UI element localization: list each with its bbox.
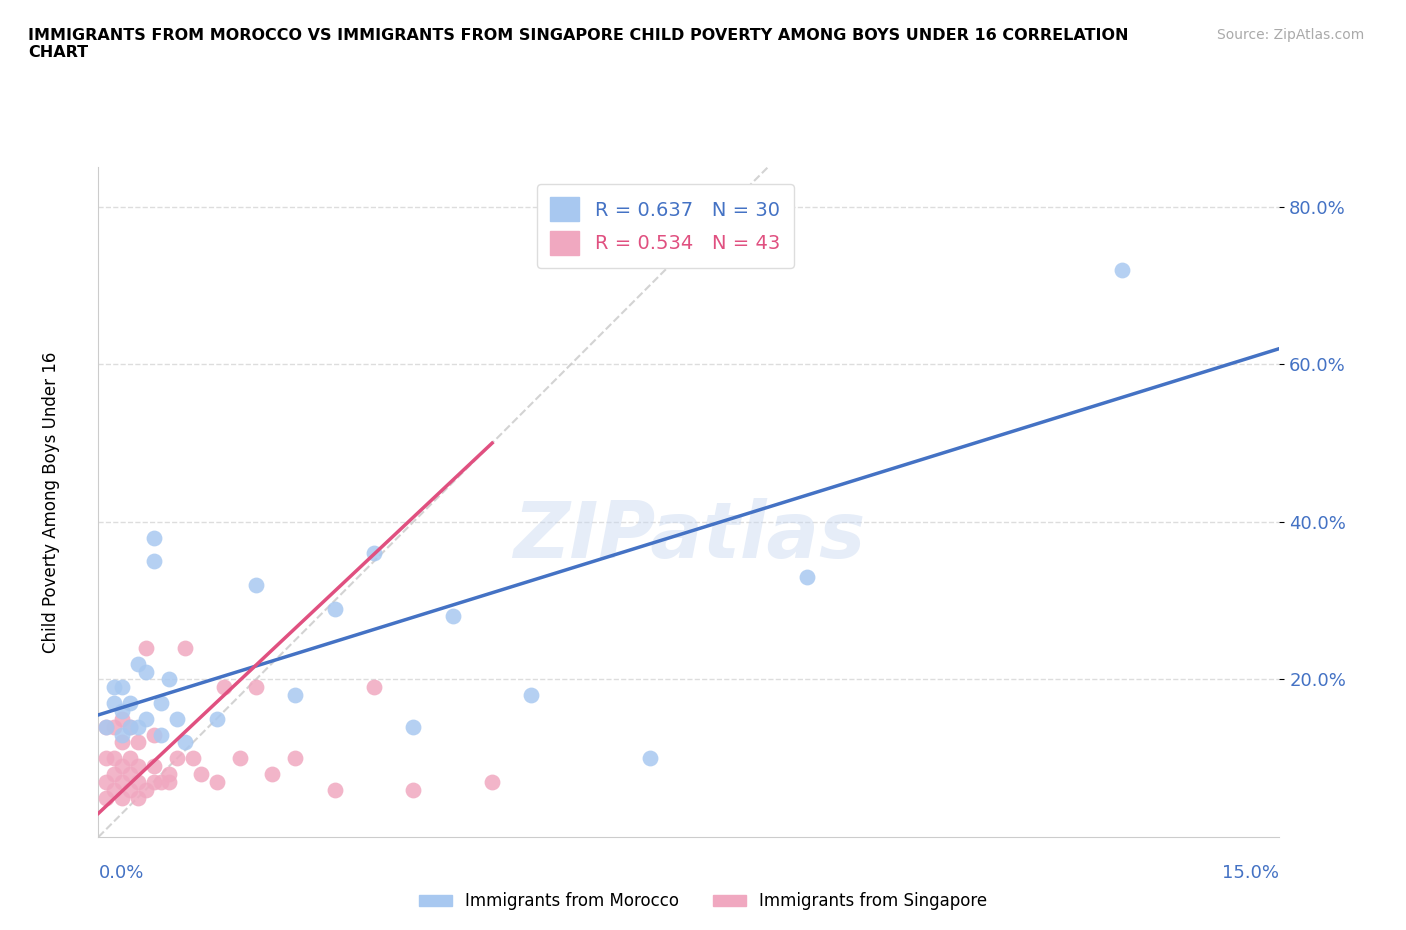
Point (118, 766, 141, 781)
Point (157, 775, 180, 790)
Point (96, 790, 118, 805)
Point (127, 719, 149, 734)
Point (118, 782, 141, 797)
Point (166, 751, 188, 765)
Point (166, 711, 188, 726)
Point (481, 775, 503, 790)
Point (229, 751, 252, 765)
Point (214, 680, 236, 695)
Point (260, 766, 283, 781)
Point (363, 546, 385, 561)
Point (127, 735, 149, 750)
Point (111, 711, 134, 726)
Point (181, 751, 204, 765)
Point (118, 719, 141, 734)
Point (245, 680, 267, 695)
Point (284, 688, 307, 703)
Point (127, 657, 149, 671)
Text: Child Poverty Among Boys Under 16: Child Poverty Among Boys Under 16 (42, 352, 60, 653)
Point (103, 766, 125, 781)
Point (96, 775, 118, 790)
Point (96, 719, 118, 734)
Text: ZIPatlas: ZIPatlas (513, 498, 865, 574)
Point (111, 735, 134, 750)
Point (111, 790, 134, 805)
Point (127, 759, 149, 774)
Point (363, 680, 385, 695)
Point (142, 554, 165, 569)
Point (190, 766, 212, 781)
Point (135, 664, 157, 679)
Point (103, 751, 125, 765)
Point (118, 751, 141, 765)
Text: 15.0%: 15.0% (1222, 864, 1279, 882)
Point (135, 641, 157, 656)
Point (245, 578, 267, 592)
Point (441, 609, 464, 624)
Point (142, 759, 165, 774)
Point (174, 735, 197, 750)
Point (135, 711, 157, 726)
Legend: Immigrants from Morocco, Immigrants from Singapore: Immigrants from Morocco, Immigrants from… (412, 885, 994, 917)
Point (103, 696, 125, 711)
Point (157, 766, 180, 781)
Point (284, 751, 307, 765)
Point (118, 696, 141, 711)
Point (1111, 262, 1133, 277)
Point (520, 688, 543, 703)
Point (205, 711, 228, 726)
Point (127, 790, 149, 805)
Point (150, 696, 173, 711)
Point (111, 727, 134, 742)
Text: 0.0%: 0.0% (98, 864, 143, 882)
Point (103, 782, 125, 797)
Point (150, 727, 173, 742)
Legend: R = 0.637   N = 30, R = 0.534   N = 43: R = 0.637 N = 30, R = 0.534 N = 43 (537, 184, 794, 268)
Point (135, 782, 157, 797)
Point (402, 719, 425, 734)
Point (796, 569, 818, 584)
Text: IMMIGRANTS FROM MOROCCO VS IMMIGRANTS FROM SINGAPORE CHILD POVERTY AMONG BOYS UN: IMMIGRANTS FROM MOROCCO VS IMMIGRANTS FR… (28, 28, 1129, 60)
Point (111, 759, 134, 774)
Point (323, 782, 346, 797)
Point (205, 775, 228, 790)
Point (96, 751, 118, 765)
Point (323, 601, 346, 616)
Point (103, 719, 125, 734)
Point (111, 703, 134, 718)
Point (402, 782, 425, 797)
Point (118, 719, 141, 734)
Point (96, 719, 118, 734)
Point (142, 775, 165, 790)
Point (174, 641, 197, 656)
Point (638, 751, 661, 765)
Point (111, 775, 134, 790)
Text: Source: ZipAtlas.com: Source: ZipAtlas.com (1216, 28, 1364, 42)
Point (150, 775, 173, 790)
Point (103, 680, 125, 695)
Point (157, 672, 180, 687)
Point (142, 530, 165, 545)
Point (127, 775, 149, 790)
Point (111, 680, 134, 695)
Point (142, 727, 165, 742)
